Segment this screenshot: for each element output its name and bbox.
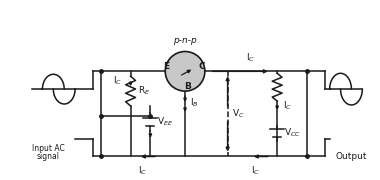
Circle shape xyxy=(165,51,205,91)
Text: E: E xyxy=(163,62,169,71)
Text: p-n-p: p-n-p xyxy=(173,36,197,45)
Text: V$_{CC}$: V$_{CC}$ xyxy=(284,127,301,140)
Text: I$_B$: I$_B$ xyxy=(190,97,199,109)
Text: V$_C$: V$_C$ xyxy=(231,108,244,120)
Text: Output: Output xyxy=(336,152,367,161)
Text: V$_{EE}$: V$_{EE}$ xyxy=(157,116,174,128)
Text: signal: signal xyxy=(37,152,60,161)
Text: I$_C$: I$_C$ xyxy=(114,75,123,87)
Text: I$_C$: I$_C$ xyxy=(283,100,292,112)
Text: R$_E$: R$_E$ xyxy=(138,85,150,97)
Text: B: B xyxy=(185,82,192,91)
Text: I$_C$: I$_C$ xyxy=(246,52,255,64)
Text: Input AC: Input AC xyxy=(32,144,65,153)
Text: I$_C$: I$_C$ xyxy=(138,164,147,177)
Text: I$_C$: I$_C$ xyxy=(251,164,260,177)
Text: C: C xyxy=(199,62,205,71)
